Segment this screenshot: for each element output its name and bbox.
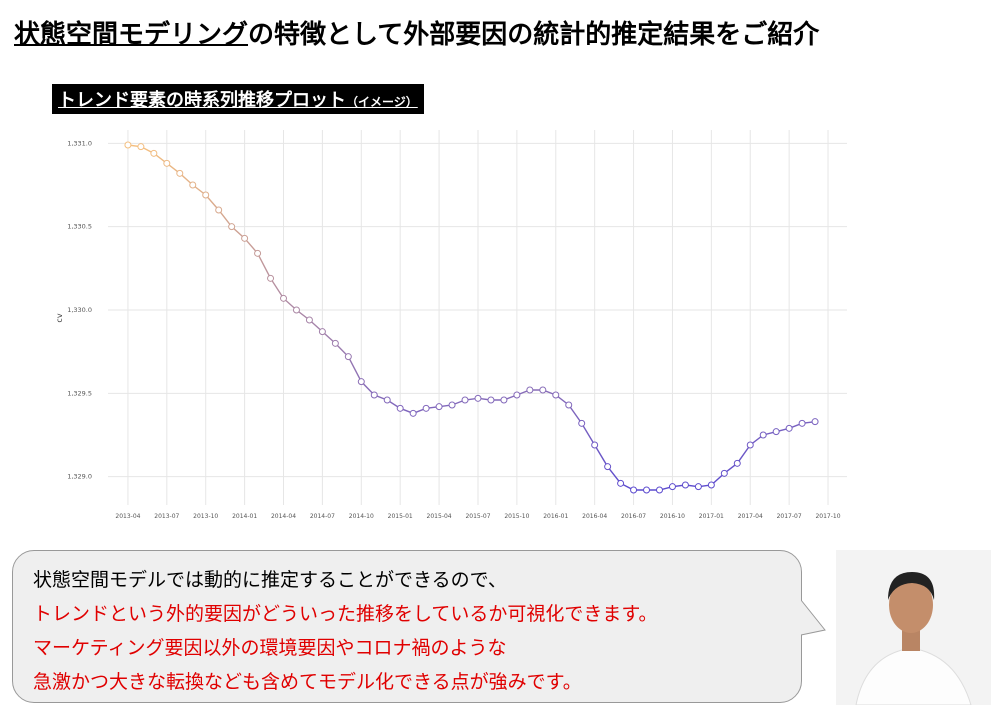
x-tick-label: 2014-04 [271, 513, 296, 520]
title-emphasis: 状態空間モデリング [14, 20, 249, 50]
chart: cv 1,329.0 1,329.5 1,330.0 1,330.5 1,331.0 20… [55, 130, 847, 520]
data-point [344, 353, 352, 361]
callout: 状態空間モデルでは動的に推定することができるので、 トレンドという外的要因がどう… [12, 550, 802, 703]
x-tick-label: 2017-01 [699, 513, 724, 520]
data-point [668, 483, 676, 491]
data-point [733, 459, 741, 467]
data-point [176, 169, 184, 177]
data-point [292, 306, 300, 314]
chart-title-note: （イメージ） [346, 95, 418, 109]
data-point [500, 396, 508, 404]
data-point [604, 463, 612, 471]
data-point [643, 486, 651, 494]
data-point [772, 428, 780, 436]
data-point [448, 401, 456, 409]
y-tick-label: 1,330.5 [67, 223, 92, 231]
x-tick-label: 2014-10 [349, 513, 374, 520]
data-point [474, 394, 482, 402]
data-point [591, 441, 599, 449]
data-point [461, 396, 469, 404]
x-tick-label: 2013-07 [154, 513, 179, 520]
x-tick-label: 2013-10 [193, 513, 218, 520]
y-tick-label: 1,329.0 [67, 473, 92, 481]
x-tick-label: 2016-10 [660, 513, 685, 520]
data-point [435, 403, 443, 411]
x-tick-label: 2017-04 [738, 513, 763, 520]
chart-title-main: トレンド要素の時系列推移プロット [58, 90, 346, 111]
data-point [617, 479, 625, 487]
data-point [539, 386, 547, 394]
slide-title: 状態空間モデリングの特徴として外部要因の統計的推定結果をご紹介 [14, 14, 819, 51]
data-point [811, 418, 819, 426]
data-point [798, 419, 806, 427]
x-tick-label: 2017-10 [815, 513, 840, 520]
data-point [409, 409, 417, 417]
data-point [487, 396, 495, 404]
data-point [383, 396, 391, 404]
data-point [331, 339, 339, 347]
x-tick-label: 2016-07 [621, 513, 646, 520]
x-tick-label: 2014-01 [232, 513, 257, 520]
x-tick-label: 2017-07 [777, 513, 802, 520]
data-point [202, 191, 210, 199]
data-point [552, 391, 560, 399]
data-point [267, 274, 275, 282]
data-point [513, 391, 521, 399]
x-tick-label: 2015-10 [504, 513, 529, 520]
data-point [254, 249, 262, 257]
x-tick-label: 2015-04 [427, 513, 452, 520]
x-tick-label: 2016-01 [543, 513, 568, 520]
data-point [318, 328, 326, 336]
data-point [357, 378, 365, 386]
trend-line [127, 144, 816, 491]
data-point [655, 486, 663, 494]
data-point [370, 391, 378, 399]
title-rest: の特徴として外部要因の統計的推定結果をご紹介 [248, 20, 820, 50]
data-point [694, 483, 702, 491]
data-point [785, 424, 793, 432]
data-point [189, 181, 197, 189]
x-tick-label: 2014-07 [310, 513, 335, 520]
data-point [215, 206, 223, 214]
data-point [396, 404, 404, 412]
data-point [280, 294, 288, 302]
data-point [124, 141, 132, 149]
presenter-photo [836, 550, 991, 705]
data-point [565, 401, 573, 409]
data-point [681, 481, 689, 489]
data-point [228, 223, 236, 231]
data-point [707, 481, 715, 489]
y-tick-label: 1,330.0 [67, 306, 92, 314]
data-point [305, 316, 313, 324]
x-tick-label: 2013-04 [115, 513, 140, 520]
callout-line: 状態空間モデルでは動的に推定することができるので、 [33, 569, 507, 591]
chart-title: トレンド要素の時系列推移プロット（イメージ） [52, 84, 424, 114]
data-point [746, 441, 754, 449]
data-point [759, 431, 767, 439]
y-axis-label: cv [55, 313, 64, 322]
data-point [578, 419, 586, 427]
x-tick-label: 2016-04 [582, 513, 607, 520]
data-point [163, 159, 171, 167]
x-tick-label: 2015-01 [388, 513, 413, 520]
y-tick-label: 1,329.5 [67, 389, 92, 397]
y-tick-label: 1,331.0 [67, 139, 92, 147]
data-point [150, 149, 158, 157]
data-point [241, 234, 249, 242]
callout-tail [799, 599, 826, 637]
callout-line: トレンドという外的要因がどういった推移をしているか可視化できます。 [33, 603, 658, 625]
data-point [137, 143, 145, 151]
data-point [630, 486, 638, 494]
data-point [720, 469, 728, 477]
x-tick-label: 2015-07 [465, 513, 490, 520]
data-point [526, 386, 534, 394]
callout-line: 急激かつ大きな転換なども含めてモデル化できる点が強みです。 [33, 671, 582, 693]
data-point [422, 404, 430, 412]
callout-line: マーケティング要因以外の環境要因やコロナ禍のような [33, 637, 507, 659]
